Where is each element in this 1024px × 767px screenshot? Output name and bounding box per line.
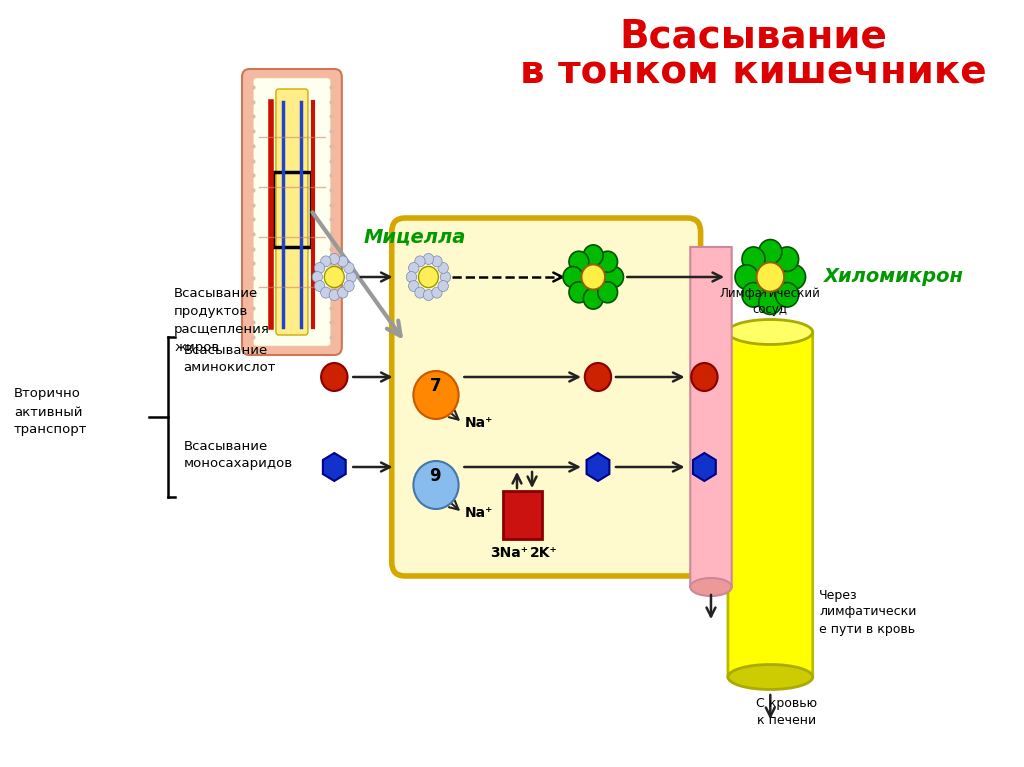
Circle shape	[321, 287, 331, 298]
Text: Вторично
активный
транспорт: Вторично активный транспорт	[14, 387, 87, 436]
Text: 2K⁺: 2K⁺	[529, 546, 557, 560]
Circle shape	[414, 371, 459, 419]
Circle shape	[584, 245, 603, 266]
Polygon shape	[323, 453, 346, 481]
Circle shape	[735, 265, 758, 289]
Text: 7: 7	[429, 377, 441, 395]
FancyBboxPatch shape	[275, 89, 308, 335]
FancyBboxPatch shape	[242, 69, 342, 355]
Bar	[503, 491, 543, 539]
Bar	[273, 172, 310, 247]
Circle shape	[438, 262, 449, 274]
Circle shape	[742, 282, 765, 307]
Text: С кровью
к печени: С кровью к печени	[756, 697, 817, 727]
Circle shape	[346, 272, 356, 282]
Circle shape	[338, 287, 348, 298]
Circle shape	[569, 252, 589, 272]
Circle shape	[757, 262, 784, 291]
Circle shape	[432, 287, 442, 298]
Circle shape	[344, 262, 354, 274]
Circle shape	[691, 363, 718, 391]
Text: Всасывание
продуктов
расщепления
жиров: Всасывание продуктов расщепления жиров	[174, 287, 270, 354]
Ellipse shape	[728, 320, 813, 344]
Circle shape	[338, 256, 348, 267]
Circle shape	[782, 265, 806, 289]
Ellipse shape	[728, 664, 813, 690]
Polygon shape	[587, 453, 609, 481]
Circle shape	[604, 266, 624, 288]
Circle shape	[325, 266, 344, 288]
Circle shape	[321, 256, 331, 267]
Circle shape	[759, 239, 782, 264]
Text: Na⁺: Na⁺	[464, 506, 493, 520]
Text: Мицелла: Мицелла	[364, 228, 466, 246]
Circle shape	[759, 290, 782, 314]
Circle shape	[440, 272, 451, 282]
Circle shape	[329, 253, 340, 265]
Circle shape	[312, 272, 323, 282]
Text: 3Na⁺: 3Na⁺	[490, 546, 528, 560]
Circle shape	[582, 265, 605, 290]
Circle shape	[432, 256, 442, 267]
Circle shape	[419, 266, 438, 288]
Circle shape	[598, 252, 617, 272]
Circle shape	[423, 289, 433, 301]
FancyBboxPatch shape	[728, 332, 813, 677]
Circle shape	[775, 247, 799, 272]
Circle shape	[438, 281, 449, 291]
Circle shape	[314, 262, 325, 274]
Circle shape	[409, 262, 419, 274]
Circle shape	[409, 281, 419, 291]
Text: Всасывание
аминокислот: Всасывание аминокислот	[183, 344, 276, 374]
FancyBboxPatch shape	[253, 78, 331, 346]
Circle shape	[415, 287, 425, 298]
Circle shape	[775, 282, 799, 307]
Circle shape	[598, 281, 617, 303]
Ellipse shape	[690, 578, 732, 596]
Circle shape	[314, 281, 325, 291]
FancyBboxPatch shape	[392, 218, 700, 576]
Text: Через
лимфатически
е пути в кровь: Через лимфатически е пути в кровь	[819, 588, 916, 636]
Circle shape	[569, 281, 589, 303]
Circle shape	[585, 363, 611, 391]
Circle shape	[322, 363, 347, 391]
Circle shape	[414, 461, 459, 509]
Circle shape	[344, 281, 354, 291]
FancyBboxPatch shape	[690, 247, 732, 587]
Circle shape	[584, 288, 603, 309]
Polygon shape	[693, 453, 716, 481]
Circle shape	[407, 272, 417, 282]
Text: Хиломикрон: Хиломикрон	[824, 268, 964, 287]
Text: 9: 9	[429, 467, 441, 485]
Circle shape	[563, 266, 583, 288]
Text: Всасывание: Всасывание	[620, 18, 887, 56]
Circle shape	[415, 256, 425, 267]
Circle shape	[329, 289, 340, 301]
Circle shape	[423, 253, 433, 265]
Circle shape	[742, 247, 765, 272]
Text: Лимфатический
сосуд: Лимфатический сосуд	[720, 288, 821, 317]
Text: Na⁺: Na⁺	[464, 416, 493, 430]
Text: Всасывание
моносахаридов: Всасывание моносахаридов	[183, 440, 293, 470]
Text: в тонком кишечнике: в тонком кишечнике	[520, 53, 987, 91]
